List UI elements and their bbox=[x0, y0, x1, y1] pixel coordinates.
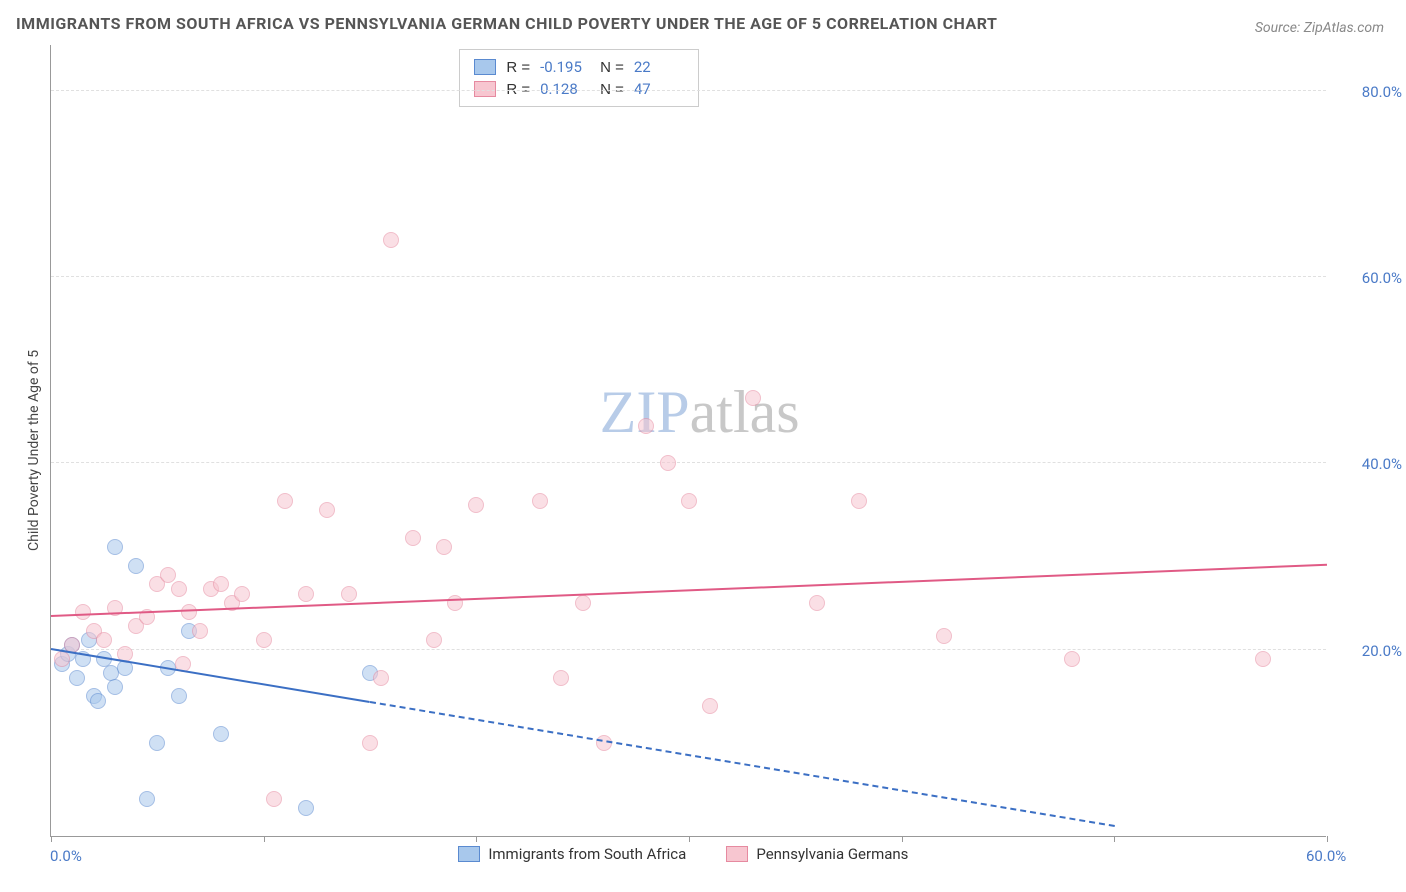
data-point bbox=[171, 688, 187, 704]
legend-item: Immigrants from South Africa bbox=[458, 845, 686, 863]
data-point bbox=[447, 595, 463, 611]
n-label: N = bbox=[600, 59, 624, 76]
data-point bbox=[213, 576, 229, 592]
data-point bbox=[1064, 651, 1080, 667]
data-point bbox=[298, 800, 314, 816]
gridline bbox=[51, 462, 1326, 463]
data-point bbox=[362, 735, 378, 751]
data-point bbox=[319, 502, 335, 518]
data-point bbox=[638, 418, 654, 434]
y-tick-label: 20.0% bbox=[1332, 642, 1402, 660]
data-point bbox=[256, 632, 272, 648]
data-point bbox=[277, 493, 293, 509]
x-tick bbox=[476, 836, 477, 842]
data-point bbox=[149, 735, 165, 751]
r-value: -0.195 bbox=[540, 58, 590, 76]
data-point bbox=[266, 791, 282, 807]
series-legend: Immigrants from South Africa Pennsylvania… bbox=[458, 845, 908, 863]
watermark: ZIPatlas bbox=[600, 378, 800, 447]
x-tick-label-0: 0.0% bbox=[50, 847, 82, 865]
chart-title: IMMIGRANTS FROM SOUTH AFRICA VS PENNSYLV… bbox=[16, 14, 997, 33]
data-point bbox=[745, 390, 761, 406]
data-point bbox=[553, 670, 569, 686]
data-point bbox=[426, 632, 442, 648]
legend-swatch bbox=[474, 59, 496, 75]
watermark-zip: ZIP bbox=[600, 379, 690, 445]
data-point bbox=[809, 595, 825, 611]
correlation-legend: R =-0.195N =22R =0.128N =47 bbox=[459, 49, 699, 107]
data-point bbox=[192, 623, 208, 639]
n-value: 22 bbox=[634, 58, 684, 76]
r-label: R = bbox=[506, 59, 530, 76]
legend-label: Pennsylvania Germans bbox=[756, 845, 908, 863]
correlation-row: R = -0.195 N = 22 bbox=[474, 56, 684, 78]
data-point bbox=[107, 679, 123, 695]
data-point bbox=[851, 493, 867, 509]
data-point bbox=[468, 497, 484, 513]
data-point bbox=[128, 558, 144, 574]
x-tick bbox=[902, 836, 903, 842]
chart-source: Source: ZipAtlas.com bbox=[1255, 20, 1384, 36]
data-point bbox=[436, 539, 452, 555]
x-tick bbox=[1114, 836, 1115, 842]
y-axis-title: Child Poverty Under the Age of 5 bbox=[26, 350, 42, 551]
legend-swatch bbox=[726, 846, 748, 862]
x-tick bbox=[51, 836, 52, 842]
gridline bbox=[51, 649, 1326, 650]
data-point bbox=[575, 595, 591, 611]
data-point bbox=[234, 586, 250, 602]
y-tick-label: 60.0% bbox=[1332, 269, 1402, 287]
data-point bbox=[160, 567, 176, 583]
data-point bbox=[54, 651, 70, 667]
data-point bbox=[660, 455, 676, 471]
data-point bbox=[681, 493, 697, 509]
x-tick bbox=[689, 836, 690, 842]
data-point bbox=[373, 670, 389, 686]
data-point bbox=[383, 232, 399, 248]
x-tick-label-60: 60.0% bbox=[1306, 847, 1346, 865]
data-point bbox=[181, 604, 197, 620]
scatter-chart: ZIPatlas R =-0.195N =22R =0.128N =47 bbox=[50, 45, 1326, 837]
data-point bbox=[139, 791, 155, 807]
data-point bbox=[213, 726, 229, 742]
gridline bbox=[51, 276, 1326, 277]
y-tick-label: 80.0% bbox=[1332, 83, 1402, 101]
data-point bbox=[107, 539, 123, 555]
data-point bbox=[96, 632, 112, 648]
trendline bbox=[370, 701, 1115, 827]
data-point bbox=[75, 604, 91, 620]
y-tick-label: 40.0% bbox=[1332, 455, 1402, 473]
data-point bbox=[298, 586, 314, 602]
data-point bbox=[405, 530, 421, 546]
data-point bbox=[532, 493, 548, 509]
data-point bbox=[69, 670, 85, 686]
data-point bbox=[90, 693, 106, 709]
legend-swatch bbox=[458, 846, 480, 862]
data-point bbox=[1255, 651, 1271, 667]
data-point bbox=[171, 581, 187, 597]
x-tick bbox=[264, 836, 265, 842]
x-tick bbox=[1327, 836, 1328, 842]
gridline bbox=[51, 90, 1326, 91]
legend-item: Pennsylvania Germans bbox=[726, 845, 908, 863]
watermark-atlas: atlas bbox=[690, 379, 800, 445]
data-point bbox=[702, 698, 718, 714]
data-point bbox=[936, 628, 952, 644]
legend-label: Immigrants from South Africa bbox=[488, 845, 686, 863]
data-point bbox=[341, 586, 357, 602]
